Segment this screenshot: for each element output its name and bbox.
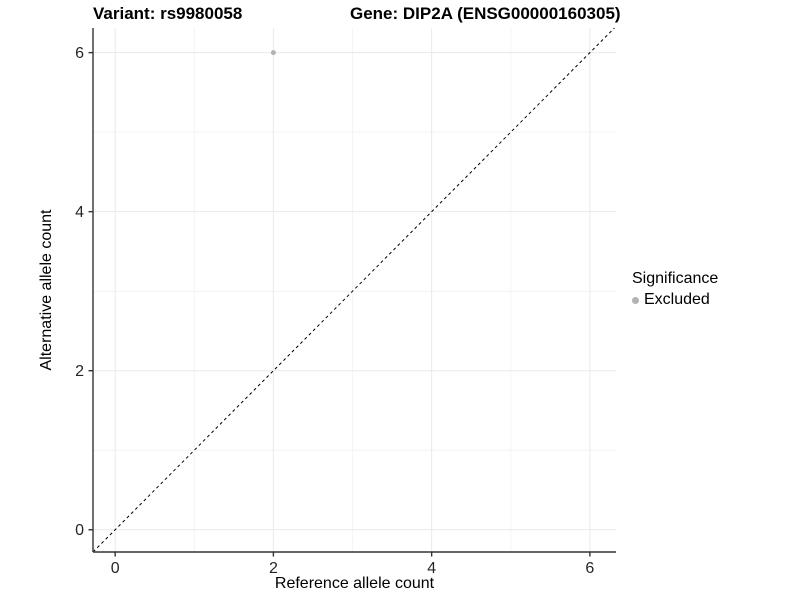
x-tick-label: 6	[585, 560, 594, 577]
legend: Significance Excluded	[632, 270, 718, 309]
y-tick-label: 2	[75, 363, 84, 380]
legend-item-label: Excluded	[644, 291, 710, 308]
data-point	[270, 50, 276, 56]
x-tick-label: 4	[427, 560, 436, 577]
plot-title-variant: Variant: rs9980058	[93, 4, 243, 23]
y-tick-label: 0	[75, 522, 84, 539]
x-tick-label: 0	[111, 560, 120, 577]
identity-line	[92, 27, 615, 553]
legend-item-excluded: Excluded	[632, 291, 718, 309]
x-axis-title: Reference allele count	[274, 575, 435, 592]
y-tick-label: 6	[75, 45, 84, 62]
y-tick-label: 4	[75, 204, 84, 221]
x-tick-label: 2	[269, 560, 278, 577]
plot-title-gene: Gene: DIP2A (ENSG00000160305)	[350, 4, 621, 23]
y-axis-title: Alternative allele count	[38, 209, 55, 371]
legend-title: Significance	[632, 270, 719, 287]
legend-point-icon	[632, 296, 639, 304]
